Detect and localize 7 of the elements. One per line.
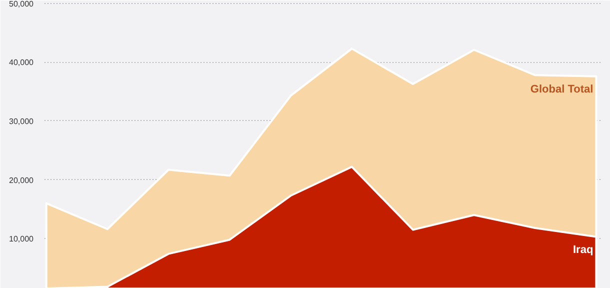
- series-label: Global Total: [530, 84, 594, 96]
- y-tick-label: 40,000: [9, 58, 34, 68]
- y-tick-label: 50,000: [9, 0, 34, 8]
- series-label: Iraq: [572, 244, 594, 256]
- y-tick-label: 10,000: [9, 234, 34, 244]
- y-tick-label: 20,000: [9, 176, 34, 185]
- y-tick-label: 30,000: [9, 116, 34, 126]
